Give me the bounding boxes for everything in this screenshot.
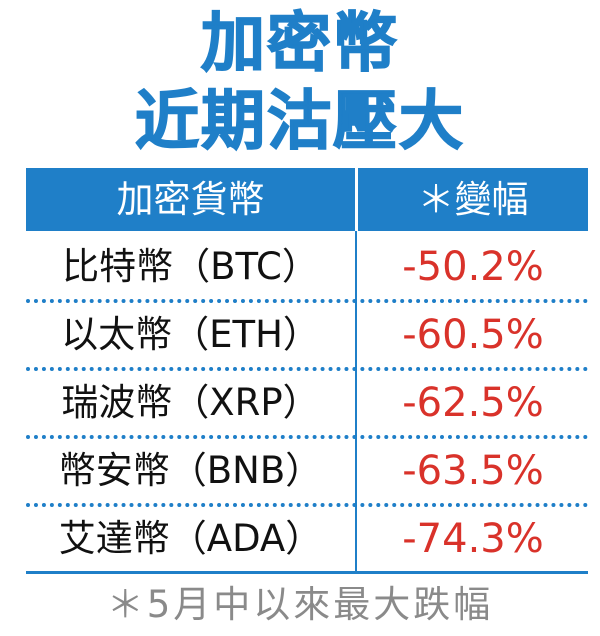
column-divider [355, 231, 357, 572]
row-change-value: -50.2% [402, 244, 544, 290]
row-separator [26, 367, 588, 371]
row-separator [26, 435, 588, 439]
chart-subtitle: 近期沽壓大 [134, 85, 465, 159]
row-currency-name: 艾達幣（ADA） [58, 517, 323, 560]
row-change-value: -74.3% [402, 516, 544, 562]
column-header-currency: 加密貨幣 [116, 178, 265, 221]
row-currency-name: 瑞波幣（XRP） [61, 381, 320, 424]
footnote: ＊5月中以來最大跌幅 [106, 583, 494, 626]
row-currency-name: 幣安幣（BNB） [58, 449, 323, 492]
row-change-value: -63.5% [402, 448, 544, 494]
header-divider [355, 168, 358, 231]
table-header [26, 168, 588, 231]
row-currency-name: 比特幣（BTC） [62, 245, 319, 288]
column-header-change: ＊變幅 [417, 178, 529, 221]
row-separator [26, 299, 588, 303]
row-currency-name: 以太幣（ETH） [61, 313, 320, 356]
row-change-value: -62.5% [402, 380, 544, 426]
table-bottom-border [26, 571, 588, 574]
row-change-value: -60.5% [402, 312, 544, 358]
row-separator [26, 503, 588, 507]
chart-title: 加密幣 [200, 7, 399, 81]
